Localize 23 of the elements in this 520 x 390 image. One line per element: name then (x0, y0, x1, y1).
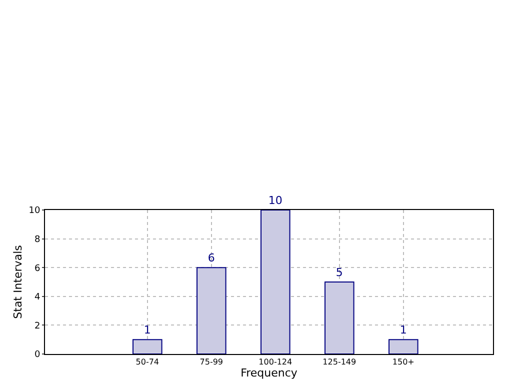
bar (388, 339, 418, 354)
x-tick-label: 75-99 (200, 358, 224, 367)
y-tick-label: 4 (34, 292, 40, 303)
x-tick-label: 50-74 (136, 358, 160, 367)
bar (260, 210, 290, 354)
data-label: 1 (400, 324, 407, 337)
bar (196, 267, 226, 354)
y-tick-label: 8 (34, 234, 40, 245)
x-tick-label: 150+ (392, 358, 414, 367)
bar (324, 282, 354, 354)
data-label: 1 (144, 324, 151, 337)
data-label: 10 (268, 194, 282, 207)
y-tick-label: 0 (34, 350, 40, 360)
data-label: 6 (208, 252, 215, 265)
x-tick-label: 125-149 (322, 358, 356, 367)
data-label: 5 (336, 266, 343, 279)
y-axis-title: Stat Intervals (11, 244, 24, 319)
y-tick-label: 2 (34, 321, 40, 332)
y-tick-label: 6 (34, 264, 40, 274)
x-axis-title: Frequency (240, 366, 298, 380)
x-tick-label: 100-124 (258, 358, 292, 367)
y-tick-label: 10 (28, 206, 40, 216)
bar (132, 339, 162, 354)
